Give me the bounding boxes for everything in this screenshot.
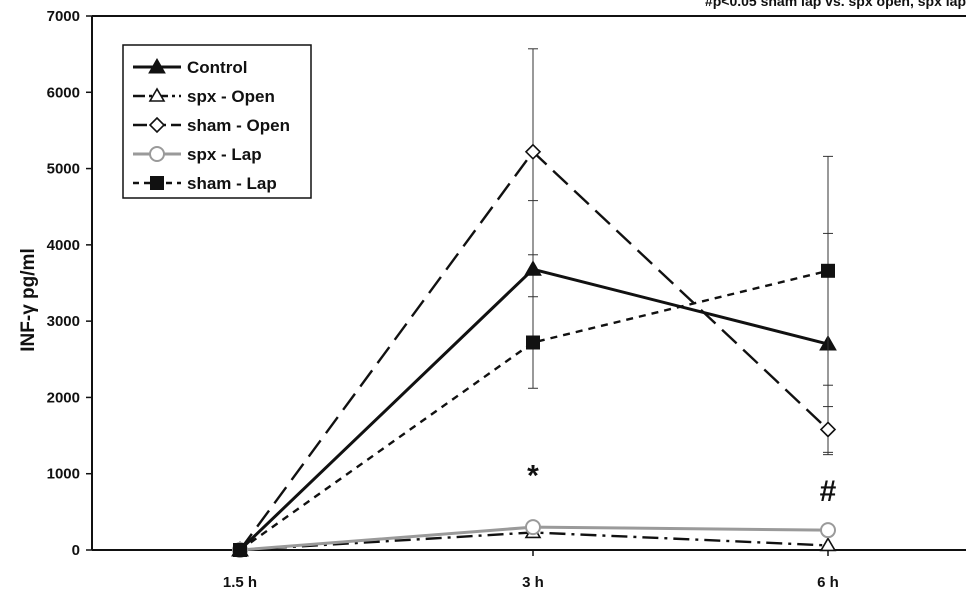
y-tick-label: 3000 — [47, 313, 80, 330]
data-point — [524, 260, 542, 276]
y-tick-label: 0 — [72, 542, 80, 559]
legend-marker — [149, 146, 165, 162]
legend-entry: sham - Open — [133, 116, 290, 135]
series-line — [239, 269, 829, 551]
legend-label: spx - Open — [187, 87, 275, 106]
legend-label: sham - Open — [187, 116, 290, 135]
series-layer — [231, 48, 837, 559]
legend-entry: Control — [133, 57, 247, 77]
y-tick-label: 6000 — [47, 84, 80, 101]
legend-label: Control — [187, 58, 247, 77]
data-point — [819, 421, 837, 438]
data-point — [820, 522, 836, 539]
series-spx-lap — [232, 519, 836, 558]
x-tick-label: 3 h — [522, 574, 544, 590]
y-tick-label: 2000 — [47, 389, 80, 406]
y-tick-label: 7000 — [47, 8, 80, 25]
legend: Control spx - Open sham - Open spx - Lap sha… — [122, 44, 312, 199]
legend-marker — [148, 116, 166, 134]
data-point — [524, 143, 542, 160]
legend-marker — [150, 176, 164, 190]
series-control — [231, 200, 837, 557]
significance-marker: # — [820, 475, 837, 508]
x-tick-label: 1.5 h — [223, 574, 257, 590]
y-tick-label: 4000 — [47, 237, 80, 254]
series-line — [238, 267, 829, 552]
legend-entry: spx - Open — [133, 87, 275, 106]
data-point — [526, 335, 540, 350]
data-point — [819, 536, 837, 552]
y-axis-label: INF-γ pg/ml — [18, 248, 39, 351]
legend-label: sham - Lap — [187, 174, 277, 193]
legend-label: spx - Lap — [187, 145, 262, 164]
data-point — [233, 543, 247, 557]
data-point — [525, 519, 541, 536]
y-tick-label: 5000 — [47, 161, 80, 178]
annotation-top: #p<0.05 sham lap vs. spx open, spx lap — [705, 0, 966, 9]
significance-layer: * # — [527, 460, 837, 508]
data-point — [821, 263, 835, 278]
legend-entry: sham - Lap — [133, 174, 277, 193]
legend-entry: spx - Lap — [133, 145, 262, 164]
significance-marker: * — [527, 460, 539, 493]
y-tick-label: 1000 — [47, 466, 80, 483]
legend-marker — [148, 87, 166, 102]
y-ticks: 0 1000 2000 3000 4000 5000 6000 7000 — [47, 8, 92, 559]
x-tick-label: 6 h — [817, 574, 839, 590]
x-ticks: 1.5 h 3 h 6 h — [223, 550, 839, 590]
legend-marker — [148, 57, 166, 74]
series-sham-lap — [233, 155, 835, 557]
